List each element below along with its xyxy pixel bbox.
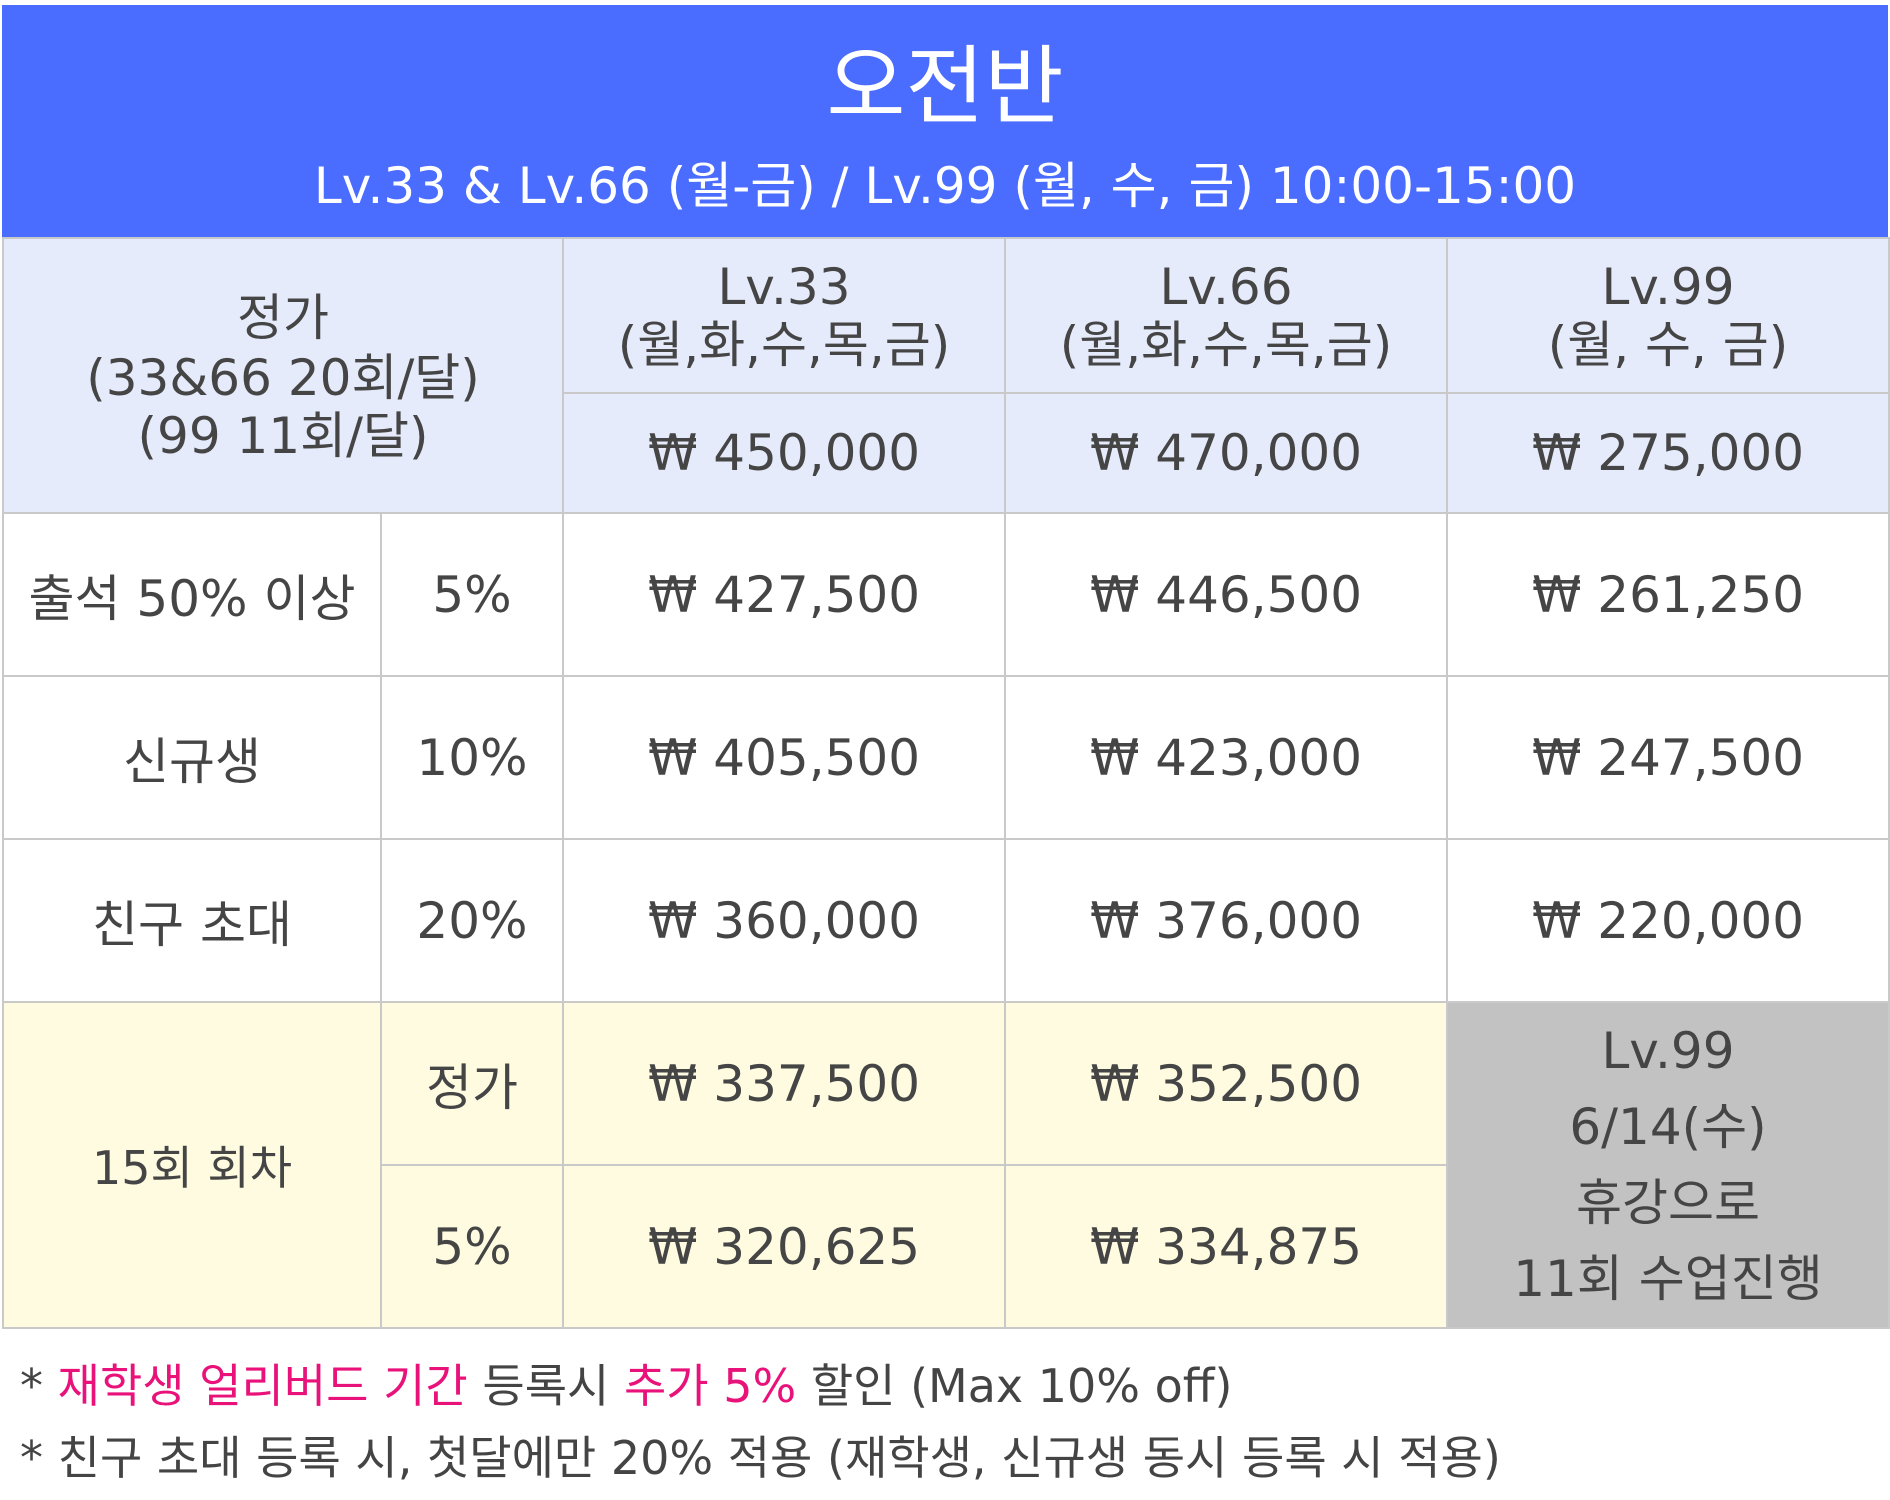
column-header-lv99: Lv.99 (월, 수, 금)	[1446, 237, 1890, 394]
base-price-lv66: ₩ 470,000	[1004, 392, 1448, 514]
column-header-lv66: Lv.66 (월,화,수,목,금)	[1004, 237, 1448, 394]
header-banner: 오전반 Lv.33 & Lv.66 (월-금) / Lv.99 (월, 수, 금…	[2, 5, 1888, 237]
price-cell: ₩ 446,500	[1004, 512, 1448, 677]
table-row: 신규생 10% ₩ 405,500 ₩ 423,000 ₩ 247,500	[2, 675, 1890, 840]
base-price-sessions-99: (99 11회/달)	[137, 406, 429, 465]
level-days: (월,화,수,목,금)	[617, 315, 951, 374]
base-price-label-cell: 정가 (33&66 20회/달) (99 11회/달)	[2, 237, 564, 514]
table-row: 출석 50% 이상 5% ₩ 427,500 ₩ 446,500 ₩ 261,2…	[2, 512, 1890, 677]
base-price-lv99: ₩ 275,000	[1446, 392, 1890, 514]
table-row: 친구 초대 20% ₩ 360,000 ₩ 376,000 ₩ 220,000	[2, 838, 1890, 1003]
price-cell: ₩ 405,500	[562, 675, 1006, 840]
discount-rate: 5%	[380, 512, 564, 677]
price-cell: ₩ 360,000	[562, 838, 1006, 1003]
table-row: 5% ₩ 320,625 ₩ 334,875	[3, 1164, 1889, 1329]
footnotes: * 재학생 얼리버드 기간 등록시 추가 5% 할인 (Max 10% off)…	[20, 1350, 1870, 1494]
price-cell: ₩ 337,500	[562, 1001, 1006, 1166]
note-line: 11회 수업진행	[1513, 1250, 1823, 1308]
price-cell: ₩ 247,500	[1446, 675, 1890, 840]
level-name: Lv.99	[1601, 257, 1735, 316]
level-name: Lv.33	[717, 257, 851, 316]
price-cell: ₩ 427,500	[562, 512, 1006, 677]
level-days: (월,화,수,목,금)	[1059, 315, 1393, 374]
price-cell: ₩ 352,500	[1004, 1001, 1448, 1166]
price-cell: ₩ 334,875	[1004, 1164, 1448, 1329]
base-price-label: 정가	[237, 288, 329, 347]
base-price-lv33: ₩ 450,000	[562, 392, 1006, 514]
footnote-friend-invite: * 친구 초대 등록 시, 첫달에만 20% 적용 (재학생, 신규생 동시 등…	[20, 1431, 1501, 1485]
footnote-text: 할인 (Max 10% off)	[796, 1359, 1233, 1413]
column-header-lv33: Lv.33 (월,화,수,목,금)	[562, 237, 1006, 394]
early-bird-highlight: 재학생 얼리버드 기간	[57, 1359, 468, 1413]
note-line: 휴강으로	[1576, 1174, 1760, 1232]
price-cell: ₩ 423,000	[1004, 675, 1448, 840]
page-title: 오전반	[826, 37, 1064, 137]
footnote-early-bird: * 재학생 얼리버드 기간 등록시 추가 5% 할인 (Max 10% off)	[20, 1350, 1870, 1422]
price-cell: ₩ 376,000	[1004, 838, 1448, 1003]
price-cell: ₩ 261,250	[1446, 512, 1890, 677]
discount-label: 출석 50% 이상	[2, 512, 382, 677]
extra-discount-highlight: 추가 5%	[623, 1359, 797, 1413]
discount-label: 친구 초대	[2, 838, 382, 1003]
session15-rate: 정가	[380, 1001, 564, 1166]
schedule-subtitle: Lv.33 & Lv.66 (월-금) / Lv.99 (월, 수, 금) 10…	[313, 157, 1577, 215]
discount-rate: 20%	[380, 838, 564, 1003]
footnote-prefix: *	[20, 1359, 58, 1413]
note-line: 6/14(수)	[1569, 1098, 1767, 1156]
lv99-holiday-note: Lv.99 6/14(수) 휴강으로 11회 수업진행	[1446, 1001, 1890, 1329]
session15-rate: 5%	[380, 1164, 564, 1329]
level-days: (월, 수, 금)	[1547, 315, 1789, 374]
discount-label: 신규생	[2, 675, 382, 840]
base-price-sessions-33-66: (33&66 20회/달)	[86, 348, 480, 407]
table-row: 15회 회차 정가 ₩ 337,500 ₩ 352,500 Lv.99 6/14…	[2, 1001, 1890, 1329]
level-name: Lv.66	[1159, 257, 1293, 316]
note-line: Lv.99	[1601, 1022, 1735, 1080]
price-cell: ₩ 320,625	[562, 1164, 1006, 1329]
discount-rate: 10%	[380, 675, 564, 840]
session15-label: 15회 회차	[2, 1001, 382, 1329]
price-cell: ₩ 220,000	[1446, 838, 1890, 1003]
footnote-text: 등록시	[467, 1359, 624, 1413]
price-table: 정가 (33&66 20회/달) (99 11회/달) Lv.33 (월,화,수…	[2, 237, 1890, 1329]
